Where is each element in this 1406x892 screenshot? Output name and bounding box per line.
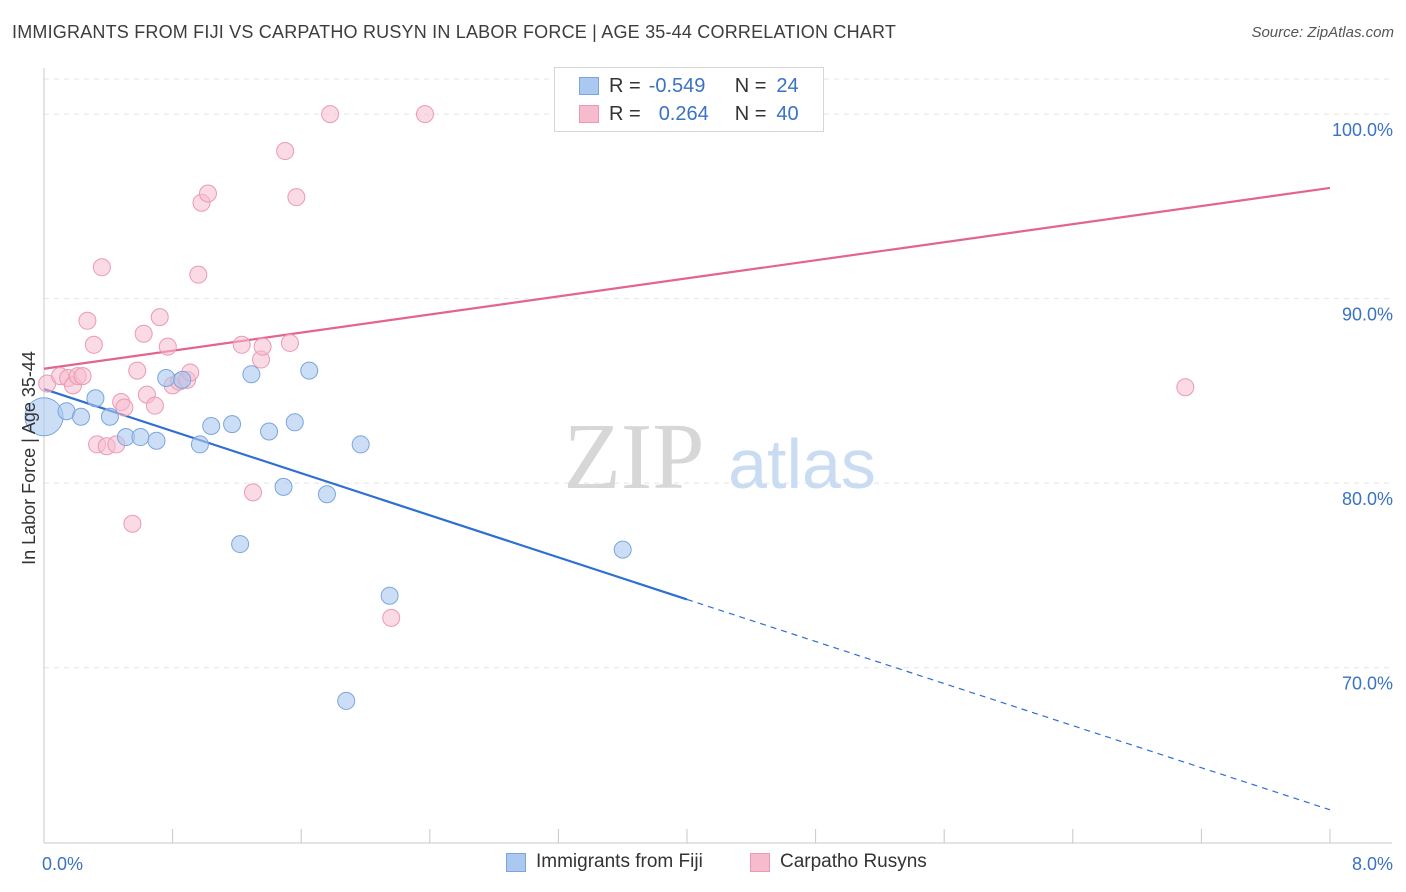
y-tick-label: 80.0%	[1342, 489, 1393, 509]
x-ticks	[43, 829, 1331, 843]
data-point-fiji	[157, 369, 176, 387]
data-point-fiji	[100, 407, 119, 426]
data-point-rusyn	[123, 514, 142, 533]
watermark: ZIP atlas	[564, 405, 876, 509]
data-point-fiji	[337, 691, 356, 710]
watermark-zip: ZIP	[564, 405, 705, 509]
legend-n-value: 40	[776, 102, 799, 125]
series-legend-label-fiji: Immigrants from Fiji	[536, 851, 703, 872]
data-point-fiji	[231, 535, 250, 554]
legend-r-label: R =	[609, 74, 641, 97]
axes	[43, 68, 1392, 844]
data-point-rusyn	[84, 335, 103, 354]
data-point-fiji	[380, 586, 399, 605]
data-point-fiji	[71, 407, 90, 426]
data-point-fiji	[285, 413, 304, 432]
data-point-rusyn	[276, 142, 295, 161]
data-point-rusyn	[243, 483, 262, 502]
y-tick-label: 100.0%	[1332, 120, 1393, 140]
data-point-fiji	[147, 431, 166, 450]
data-point-rusyn	[150, 308, 169, 327]
data-point-rusyn	[287, 188, 306, 207]
series-legend-label-rusyn: Carpatho Rusyns	[780, 851, 927, 872]
legend-r-value: 0.264	[658, 102, 709, 125]
data-point-fiji	[223, 415, 242, 434]
legend-swatch-rusyn	[579, 105, 599, 123]
data-point-rusyn	[115, 398, 134, 417]
x-tick-label: 8.0%	[1352, 854, 1393, 874]
chart-title: IMMIGRANTS FROM FIJI VS CARPATHO RUSYN I…	[12, 22, 897, 42]
data-point-rusyn	[128, 361, 147, 380]
data-point-fiji	[242, 365, 261, 384]
data-point-rusyn	[158, 337, 177, 356]
data-point-fiji	[260, 422, 279, 441]
legend-r-value: -0.549	[648, 74, 706, 97]
source-label: Source: ZipAtlas.com	[1251, 24, 1394, 41]
legend-n-value: 24	[776, 74, 799, 97]
legend-n-label: N =	[734, 74, 767, 97]
series-legend-fiji: Immigrants from Fiji	[506, 851, 703, 873]
correlation-legend: R = -0.549 N = 24 R = 0.264 N = 40	[554, 67, 824, 132]
data-point-rusyn	[134, 324, 153, 343]
data-point-rusyn	[232, 335, 251, 354]
trend-line-fiji-projection	[686, 598, 1331, 811]
data-point-rusyn	[253, 337, 272, 356]
series-immigrants-from-fiji	[24, 361, 632, 710]
series-legend-swatch-fiji	[506, 852, 526, 872]
data-point-rusyn	[78, 311, 97, 330]
data-point-fiji	[351, 435, 370, 454]
data-point-rusyn	[280, 333, 299, 352]
trend-line-rusyn	[43, 186, 1331, 370]
data-point-fiji	[173, 370, 192, 389]
data-point-rusyn	[415, 105, 434, 124]
x-tick-label: 0.0%	[42, 854, 83, 874]
trend-line-fiji	[43, 388, 688, 601]
series-legend: Immigrants from Fiji Carpatho Rusyns	[0, 851, 1406, 877]
data-point-rusyn	[321, 105, 340, 124]
x-tick-labels: 0.0% 8.0%	[42, 854, 1393, 874]
data-point-rusyn	[1176, 378, 1195, 397]
y-axis-label: In Labor Force | Age 35-44	[19, 351, 39, 565]
data-point-fiji	[86, 389, 105, 408]
y-tick-label: 90.0%	[1342, 305, 1393, 325]
trend-lines	[43, 186, 1331, 811]
data-point-rusyn	[382, 608, 401, 627]
data-point-rusyn	[92, 258, 111, 277]
data-point-fiji	[190, 435, 209, 454]
y-tick-labels: 100.0% 90.0% 80.0% 70.0%	[1332, 120, 1393, 694]
data-point-fiji	[202, 416, 221, 435]
legend-row-rusyn: R = 0.264 N = 40	[555, 100, 799, 128]
data-point-fiji	[274, 477, 293, 496]
data-point-rusyn	[189, 265, 208, 284]
data-point-fiji	[317, 485, 336, 504]
y-tick-label: 70.0%	[1342, 674, 1393, 694]
legend-swatch-fiji	[579, 77, 599, 95]
data-point-rusyn	[198, 184, 217, 203]
legend-r-label: R =	[609, 102, 641, 125]
watermark-atlas: atlas	[728, 425, 876, 503]
legend-n-label: N =	[734, 102, 767, 125]
legend-row-fiji: R = -0.549 N = 24	[555, 72, 799, 100]
data-point-fiji	[300, 361, 319, 380]
series-legend-rusyn: Carpatho Rusyns	[750, 851, 927, 873]
data-point-rusyn	[73, 367, 92, 386]
data-point-rusyn	[145, 396, 164, 415]
data-point-fiji	[613, 540, 632, 559]
data-point-fiji	[131, 428, 150, 447]
series-legend-swatch-rusyn	[750, 852, 770, 872]
